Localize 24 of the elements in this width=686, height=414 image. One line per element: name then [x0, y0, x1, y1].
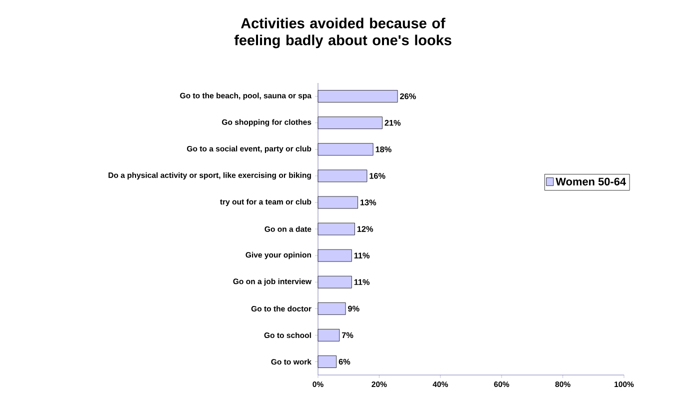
legend-label: Women 50-64 — [556, 178, 626, 186]
bar — [318, 143, 374, 156]
data-label: 11% — [354, 279, 370, 285]
data-label: 12% — [357, 226, 374, 232]
data-label: 18% — [376, 146, 392, 152]
bar — [318, 328, 340, 342]
data-label: 16% — [370, 173, 386, 179]
data-label: 26% — [400, 93, 416, 100]
bar — [318, 356, 337, 368]
bar — [318, 196, 358, 209]
bar — [318, 222, 355, 236]
bar — [318, 302, 346, 315]
data-label: 7% — [342, 332, 354, 338]
data-label: 6% — [338, 358, 350, 365]
bar — [318, 116, 382, 130]
data-label: 9% — [348, 306, 360, 312]
bar — [318, 170, 368, 182]
data-label: 11% — [354, 252, 370, 258]
bar — [318, 276, 352, 288]
chart-title: Activities avoided because of feeling badly about one's looks — [234, 18, 452, 48]
bar — [318, 249, 352, 262]
bar — [318, 90, 398, 102]
data-label: 13% — [360, 200, 376, 206]
data-label: 21% — [384, 120, 401, 126]
